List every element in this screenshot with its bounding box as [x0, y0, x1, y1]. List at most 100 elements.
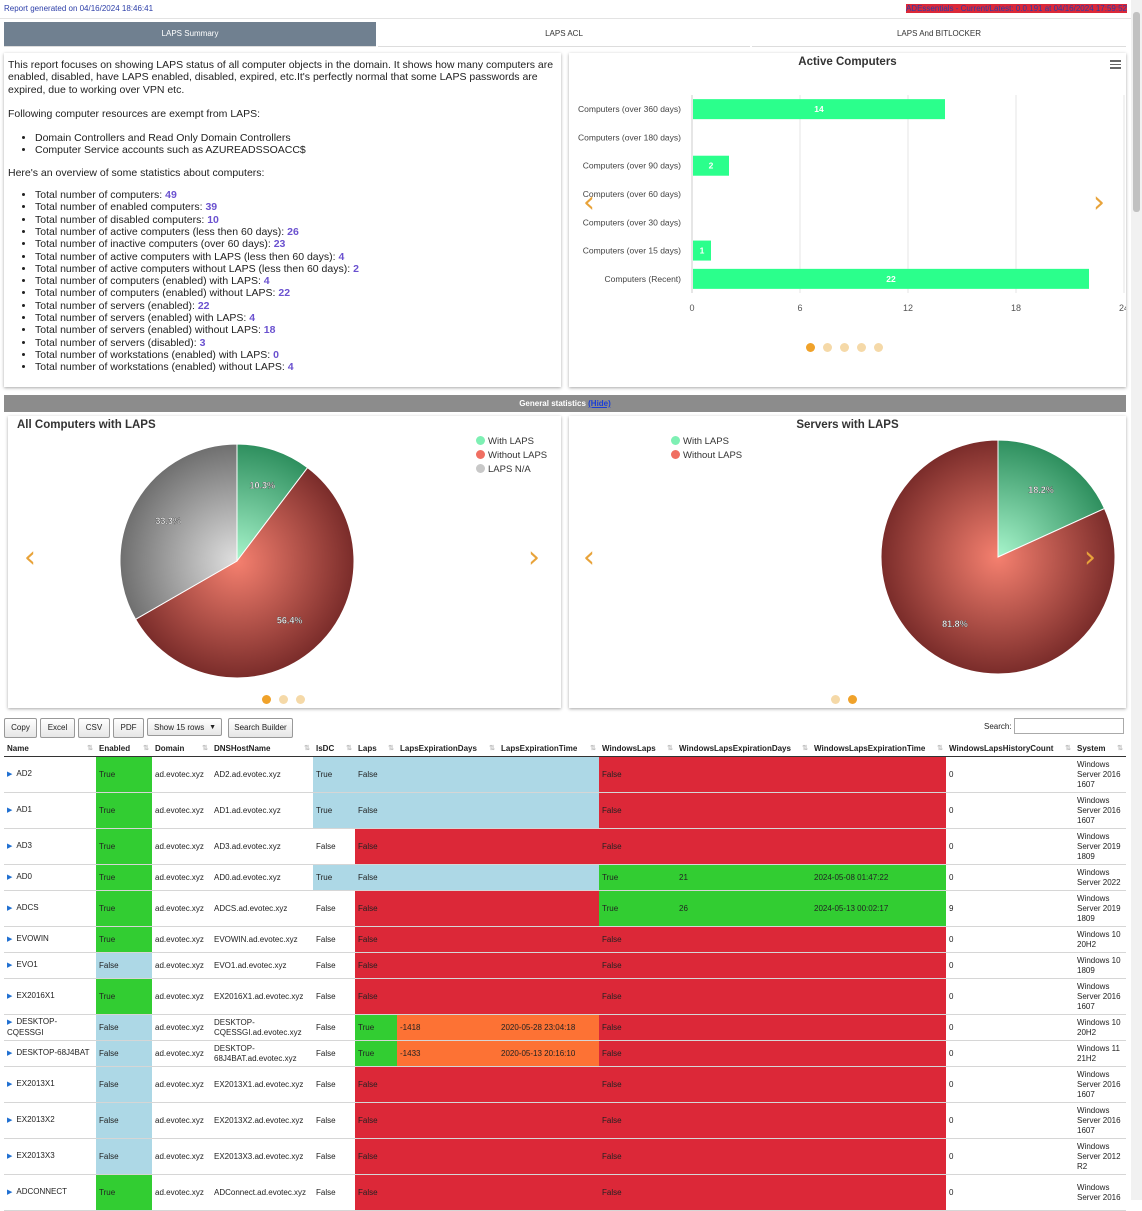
column-header[interactable]: System ⇅: [1074, 740, 1126, 757]
chart-prev-arrow-icon[interactable]: ‹: [583, 540, 595, 575]
carousel-dot[interactable]: [806, 343, 815, 352]
table-cell: Windows 11 21H2: [1074, 1040, 1126, 1067]
table-row[interactable]: ▶ ADCS True ad.evotec.xyz ADCS.ad.evotec.xyz…: [4, 890, 1126, 927]
chart-next-arrow-icon[interactable]: ›: [1093, 185, 1105, 220]
table-row[interactable]: ▶ EX2013X2 False ad.evotec.xyz EX2013X2.ad.e…: [4, 1102, 1126, 1139]
table-cell: False: [313, 926, 355, 953]
expand-row-icon[interactable]: ▶: [7, 962, 13, 969]
stat-item: Total number of servers (enabled) with L…: [35, 312, 557, 324]
expand-row-icon[interactable]: ▶: [7, 905, 13, 912]
expand-row-icon[interactable]: ▶: [7, 843, 13, 850]
expand-row-icon[interactable]: ▶: [7, 1019, 13, 1026]
pie-slice[interactable]: [880, 439, 1116, 675]
expand-row-icon[interactable]: ▶: [7, 993, 13, 1000]
page-scrollbar[interactable]: [1131, 0, 1142, 1200]
carousel-dot[interactable]: [874, 343, 883, 352]
copy-button[interactable]: Copy: [4, 718, 37, 738]
menu-icon[interactable]: [1110, 58, 1121, 71]
carousel-dot[interactable]: [279, 695, 288, 704]
table-cell: [397, 756, 498, 793]
table-row[interactable]: ▶ EX2016X1 True ad.evotec.xyz EX2016X1.ad.ev…: [4, 978, 1126, 1015]
column-header[interactable]: DNSHostName ⇅: [211, 740, 313, 757]
table-row[interactable]: ▶ EX2013X1 False ad.evotec.xyz EX2013X1.ad.e…: [4, 1066, 1126, 1103]
excel-button[interactable]: Excel: [40, 718, 75, 738]
table-row[interactable]: ▶ EVO1 False ad.evotec.xyz EVO1.ad.evotec.xy…: [4, 952, 1126, 979]
bar[interactable]: [693, 240, 711, 261]
expand-row-icon[interactable]: ▶: [7, 1117, 13, 1124]
expand-row-icon[interactable]: ▶: [7, 936, 13, 943]
column-header[interactable]: Domain ⇅: [152, 740, 211, 757]
column-header[interactable]: WindowsLapsExpirationTime ⇅: [811, 740, 946, 757]
bar[interactable]: [693, 155, 729, 176]
table-cell: True: [599, 864, 676, 891]
bar[interactable]: [693, 268, 1089, 289]
pdf-button[interactable]: PDF: [113, 718, 144, 738]
table-row[interactable]: ▶ DESKTOP-CQESSGI False ad.evotec.xyz DESKTO…: [4, 1014, 1126, 1041]
expand-row-icon[interactable]: ▶: [7, 1081, 13, 1088]
carousel-dot[interactable]: [262, 695, 271, 704]
search-builder-button[interactable]: Search Builder: [228, 718, 293, 738]
table-cell: [498, 756, 599, 793]
table-row[interactable]: ▶ AD2 True ad.evotec.xyz AD2.ad.evotec.xyz Tr…: [4, 756, 1126, 793]
column-header[interactable]: WindowsLapsHistoryCount ⇅: [946, 740, 1074, 757]
expand-row-icon[interactable]: ▶: [7, 1189, 13, 1196]
chart-next-arrow-icon[interactable]: ›: [1084, 540, 1096, 575]
table-row[interactable]: ▶ ADCONNECT True ad.evotec.xyz ADConnect.ad.…: [4, 1174, 1126, 1211]
column-header[interactable]: Name ⇅: [4, 740, 96, 757]
table-row[interactable]: ▶ EX2013X3 False ad.evotec.xyz EX2013X3.ad.e…: [4, 1138, 1126, 1175]
table-row[interactable]: ▶ AD0 True ad.evotec.xyz AD0.ad.evotec.xyz Tr…: [4, 864, 1126, 891]
legend-with-laps[interactable]: With LAPS: [671, 435, 742, 449]
carousel-dot[interactable]: [848, 695, 857, 704]
bar[interactable]: [693, 99, 945, 120]
column-header[interactable]: IsDC ⇅: [313, 740, 355, 757]
table-row[interactable]: ▶ AD3 True ad.evotec.xyz AD3.ad.evotec.xyz Fa…: [4, 828, 1126, 865]
csv-button[interactable]: CSV: [78, 718, 110, 738]
stat-item: Total number of workstations (enabled) w…: [35, 349, 557, 361]
table-cell: True: [313, 864, 355, 891]
pie-slice[interactable]: [236, 443, 309, 563]
legend-laps-na[interactable]: LAPS N/A: [476, 463, 547, 477]
stat-value: 22: [197, 299, 210, 312]
expand-row-icon[interactable]: ▶: [7, 807, 13, 814]
column-header[interactable]: WindowsLaps ⇅: [599, 740, 676, 757]
legend-with-laps[interactable]: With LAPS: [476, 435, 547, 449]
show-rows-button[interactable]: Show 15 rows ▼: [147, 718, 222, 736]
carousel-dot[interactable]: [296, 695, 305, 704]
column-header[interactable]: Enabled ⇅: [96, 740, 152, 757]
tab-laps-and-bitlocker[interactable]: LAPS And BITLOCKER: [752, 22, 1126, 47]
expand-row-icon[interactable]: ▶: [7, 1153, 13, 1160]
pie-slice[interactable]: [119, 443, 238, 620]
carousel-dot[interactable]: [840, 343, 849, 352]
chart-prev-arrow-icon[interactable]: ‹: [24, 540, 36, 575]
carousel-dot[interactable]: [857, 343, 866, 352]
hide-link[interactable]: (Hide): [588, 399, 611, 408]
table-cell: False: [96, 1040, 152, 1067]
column-header[interactable]: WindowsLapsExpirationDays ⇅: [676, 740, 811, 757]
column-header[interactable]: LapsExpirationTime ⇅: [498, 740, 599, 757]
table-cell: False: [96, 1066, 152, 1103]
table-cell: False: [96, 1014, 152, 1041]
table-cell: 0: [946, 1040, 1074, 1067]
pie-slice[interactable]: [997, 439, 1106, 558]
table-row[interactable]: ▶ DESKTOP-68J4BAT False ad.evotec.xyz DESKTO…: [4, 1040, 1126, 1067]
legend-without-laps[interactable]: Without LAPS: [671, 449, 742, 463]
carousel-dot[interactable]: [831, 695, 840, 704]
column-header[interactable]: LapsExpirationDays ⇅: [397, 740, 498, 757]
expand-row-icon[interactable]: ▶: [7, 771, 13, 778]
table-cell: ad.evotec.xyz: [152, 1138, 211, 1175]
scrollbar-thumb[interactable]: [1133, 12, 1140, 212]
column-header[interactable]: Laps ⇅: [355, 740, 397, 757]
chart-prev-arrow-icon[interactable]: ‹: [583, 185, 595, 220]
search-input[interactable]: [1014, 718, 1124, 734]
tab-laps-acl[interactable]: LAPS ACL: [378, 22, 750, 47]
expand-row-icon[interactable]: ▶: [7, 1050, 13, 1057]
table-row[interactable]: ▶ EVOWIN True ad.evotec.xyz EVOWIN.ad.evotec…: [4, 926, 1126, 953]
carousel-dot[interactable]: [823, 343, 832, 352]
legend-without-laps[interactable]: Without LAPS: [476, 449, 547, 463]
chart-next-arrow-icon[interactable]: ›: [528, 540, 540, 575]
expand-row-icon[interactable]: ▶: [7, 874, 13, 881]
tab-laps-summary[interactable]: LAPS Summary: [4, 22, 376, 47]
table-row[interactable]: ▶ AD1 True ad.evotec.xyz AD1.ad.evotec.xyz Tr…: [4, 792, 1126, 829]
pie-slice[interactable]: [134, 466, 355, 679]
all-computers-laps-chart: All Computers with LAPS With LAPS Withou…: [8, 416, 561, 708]
